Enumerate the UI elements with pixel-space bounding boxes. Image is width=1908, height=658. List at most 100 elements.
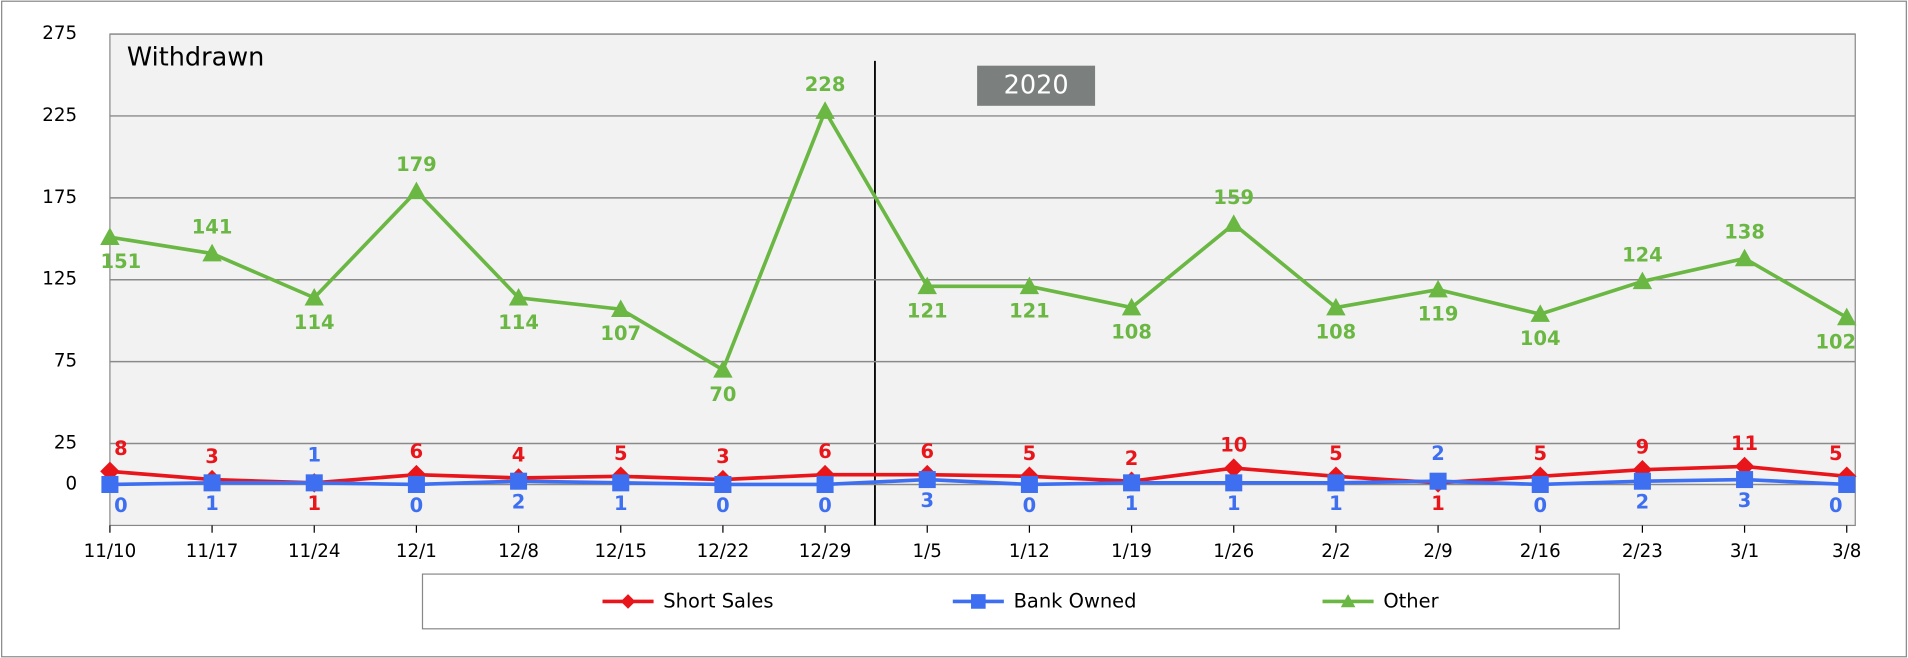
data-label: 9 <box>1636 435 1650 458</box>
marker <box>1225 474 1243 492</box>
data-label: 141 <box>192 215 233 238</box>
marker <box>917 276 937 295</box>
data-label: 1 <box>1329 492 1343 515</box>
x-tick-label: 1/12 <box>1009 541 1050 562</box>
data-label: 0 <box>1533 494 1547 517</box>
data-label: 1 <box>307 492 321 515</box>
data-label: 1 <box>307 444 321 467</box>
data-label: 3 <box>716 445 730 468</box>
data-label: 11 <box>1731 432 1758 455</box>
data-label: 3 <box>920 489 934 512</box>
data-label: 138 <box>1724 220 1765 243</box>
y-tick-label: 175 <box>42 187 77 208</box>
marker <box>1632 271 1653 290</box>
data-label: 107 <box>600 322 641 345</box>
data-label: 102 <box>1815 330 1856 353</box>
marker <box>713 360 733 378</box>
data-label: 104 <box>1520 327 1561 350</box>
marker <box>1020 475 1038 493</box>
marker <box>101 475 119 493</box>
marker <box>612 474 630 492</box>
marker <box>1327 474 1345 492</box>
marker <box>304 288 324 306</box>
annotation: 2020 <box>1004 70 1069 100</box>
data-label: 2 <box>1636 491 1650 514</box>
data-label: 5 <box>1023 442 1037 465</box>
data-label: 1 <box>1125 492 1139 515</box>
marker <box>406 181 427 200</box>
series-line <box>109 106 1848 373</box>
marker <box>815 101 835 119</box>
marker <box>816 475 834 493</box>
data-label: 124 <box>1622 243 1663 266</box>
x-tick-label: 12/15 <box>594 541 647 562</box>
legend-label: Bank Owned <box>1014 590 1137 613</box>
marker <box>611 299 631 318</box>
data-label: 3 <box>1738 489 1752 512</box>
data-label: 0 <box>410 494 424 517</box>
data-label: 228 <box>805 73 846 96</box>
x-tick-label: 12/22 <box>697 541 750 562</box>
data-label: 0 <box>1829 494 1843 517</box>
marker <box>407 475 425 493</box>
x-tick-label: 3/1 <box>1730 541 1759 562</box>
marker <box>1530 304 1550 322</box>
marker <box>1734 248 1755 267</box>
marker <box>100 227 120 245</box>
data-label: 108 <box>1316 321 1357 344</box>
marker <box>510 472 528 490</box>
data-label: 5 <box>1829 442 1843 465</box>
series-line <box>109 464 1847 485</box>
x-tick-label: 1/26 <box>1213 541 1254 562</box>
marker <box>714 475 732 493</box>
x-tick-label: 2/16 <box>1520 541 1561 562</box>
y-tick-label: 25 <box>54 433 77 454</box>
x-tick-label: 12/8 <box>498 541 539 562</box>
marker <box>508 288 529 306</box>
y-tick-label: 75 <box>54 351 77 372</box>
data-label: 1 <box>205 492 219 515</box>
data-label: 151 <box>101 250 142 273</box>
data-label: 159 <box>1213 186 1254 209</box>
marker <box>620 594 636 609</box>
marker <box>1326 297 1346 316</box>
x-tick-label: 11/17 <box>186 541 239 562</box>
x-tick-label: 2/2 <box>1321 541 1350 562</box>
marker <box>1633 472 1651 490</box>
x-tick-label: 1/5 <box>913 541 942 562</box>
data-label: 8 <box>114 437 128 460</box>
legend-label: Other <box>1383 590 1438 613</box>
y-tick-label: 225 <box>42 105 77 126</box>
data-label: 0 <box>114 494 128 517</box>
data-label: 179 <box>396 153 437 176</box>
marker <box>1121 297 1142 316</box>
data-label: 1 <box>1431 492 1445 515</box>
data-label: 0 <box>818 494 832 517</box>
data-label: 5 <box>1329 442 1343 465</box>
data-label: 2 <box>1431 442 1445 465</box>
marker <box>1429 472 1447 490</box>
series-line <box>109 477 1847 487</box>
data-label: 121 <box>907 299 948 322</box>
x-tick-label: 12/1 <box>396 541 437 562</box>
data-label: 114 <box>498 311 539 334</box>
data-label: 121 <box>1009 299 1050 322</box>
marker <box>305 474 323 492</box>
annotation-box <box>977 65 1096 106</box>
x-tick-label: 3/8 <box>1832 541 1861 562</box>
data-label: 119 <box>1418 303 1459 326</box>
marker <box>1019 276 1040 295</box>
data-label: 3 <box>205 445 219 468</box>
data-label: 0 <box>1023 494 1037 517</box>
marker <box>1428 279 1448 298</box>
legend-label: Short Sales <box>663 590 773 613</box>
marker <box>202 243 222 262</box>
x-tick-label: 2/23 <box>1622 541 1663 562</box>
data-label: 6 <box>410 440 424 463</box>
marker <box>203 474 221 492</box>
marker <box>971 594 986 609</box>
data-label: 108 <box>1111 321 1152 344</box>
marker <box>918 471 936 489</box>
data-label: 5 <box>614 442 628 465</box>
